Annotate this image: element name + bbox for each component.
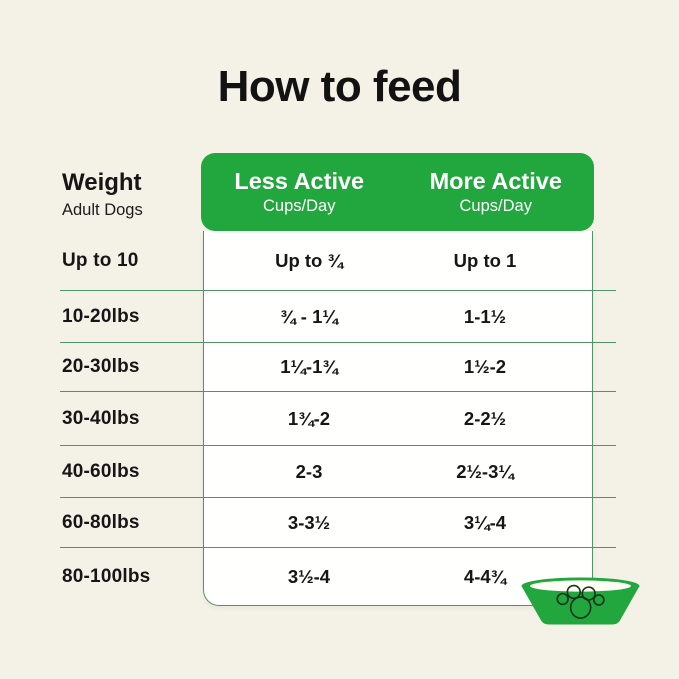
feeding-table: Up to 10 Up to ¾ Up to 1 10-20lbs ¾ - 1¼… <box>60 231 616 606</box>
more-active-cell: 4-4¾ <box>463 566 507 587</box>
weight-cell: Up to 10 <box>62 249 139 271</box>
paw-print-icon <box>556 584 605 619</box>
table-row: 60-80lbs 3-3½ 3¼-4 <box>60 498 616 548</box>
weight-cell: 20-30lbs <box>62 356 140 377</box>
more-active-unit: Cups/Day <box>459 197 532 215</box>
less-active-cell: 2-3 <box>295 460 323 482</box>
less-active-cell: 1¼-1¾ <box>280 356 338 377</box>
less-active-unit: Cups/Day <box>263 197 336 215</box>
weight-column-header: Weight Adult Dogs <box>62 169 143 220</box>
less-active-cell: 3-3½ <box>287 511 331 533</box>
less-active-cell: Up to ¾ <box>275 249 343 271</box>
activity-columns-header: Less Active Cups/Day More Active Cups/Da… <box>201 153 594 231</box>
table-row: 40-60lbs 2-3 2½-3¼ <box>60 446 616 498</box>
less-active-label: Less Active <box>234 167 365 194</box>
more-active-cell: Up to 1 <box>453 249 517 271</box>
more-active-cell: 1½-2 <box>463 356 507 377</box>
more-active-label: More Active <box>429 167 562 194</box>
more-active-cell: 3¼-4 <box>463 511 507 533</box>
weight-sublabel: Adult Dogs <box>62 201 143 220</box>
table-row: 20-30lbs 1¼-1¾ 1½-2 <box>60 343 616 392</box>
more-active-header: More Active Cups/Day <box>398 153 595 231</box>
weight-cell: 30-40lbs <box>62 407 140 429</box>
weight-cell: 80-100lbs <box>62 566 151 587</box>
more-active-cell: 2½-3¼ <box>456 460 514 482</box>
weight-cell: 10-20lbs <box>62 305 140 327</box>
dog-bowl-paw-icon <box>521 577 640 625</box>
table-panel <box>203 231 593 606</box>
table-row: 10-20lbs ¾ - 1¼ 1-1½ <box>60 291 616 343</box>
more-active-cell: 1-1½ <box>463 305 507 327</box>
page-title: How to feed <box>217 62 462 111</box>
less-active-header: Less Active Cups/Day <box>201 153 398 231</box>
table-row: Up to 10 Up to ¾ Up to 1 <box>60 231 616 291</box>
less-active-cell: ¾ - 1¼ <box>280 305 338 327</box>
weight-cell: 40-60lbs <box>62 460 140 482</box>
weight-label: Weight <box>62 169 142 196</box>
less-active-cell: 3½-4 <box>287 566 331 587</box>
weight-cell: 60-80lbs <box>62 511 140 533</box>
less-active-cell: 1¾-2 <box>287 407 331 429</box>
table-row: 30-40lbs 1¾-2 2-2½ <box>60 392 616 446</box>
table-row: 80-100lbs 3½-4 4-4¾ <box>60 548 616 606</box>
more-active-cell: 2-2½ <box>463 407 507 429</box>
